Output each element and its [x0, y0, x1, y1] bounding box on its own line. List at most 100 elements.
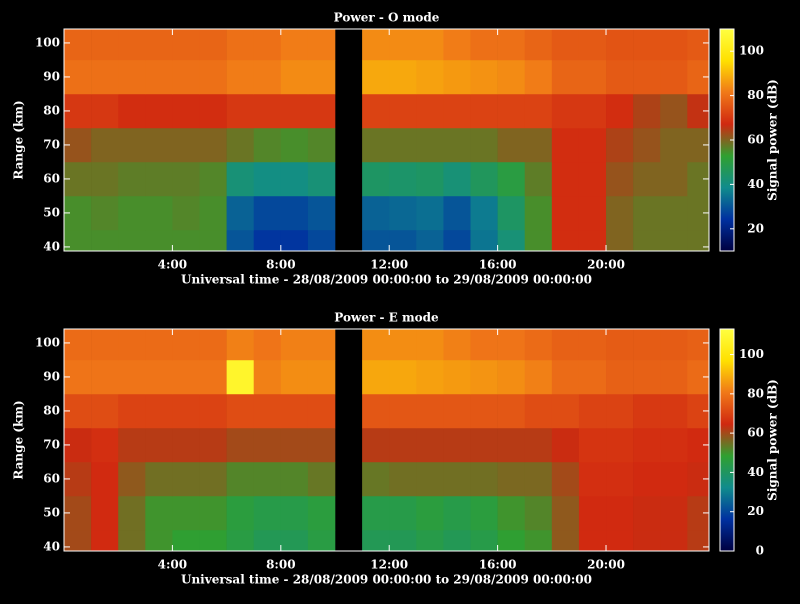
- colorbar-tick-label: 100: [739, 347, 764, 361]
- heatmap-cell: [280, 59, 309, 95]
- heatmap-cell: [633, 359, 661, 395]
- heatmap-cell: [91, 59, 119, 95]
- x-axis-label: Universal time - 28/08/2009 00:00:00 to …: [181, 573, 592, 587]
- heatmap-cell: [687, 461, 709, 497]
- heatmap-cell: [389, 93, 417, 129]
- heatmap-cell: [253, 495, 282, 531]
- heatmap-cell: [280, 29, 309, 61]
- heatmap-cell: [362, 161, 390, 197]
- heatmap-cell: [226, 329, 255, 361]
- heatmap-cell: [91, 29, 119, 61]
- heatmap-cell: [497, 127, 526, 163]
- y-tick-label: 50: [43, 505, 60, 519]
- heatmap-cell: [633, 329, 661, 361]
- heatmap-cell: [118, 59, 146, 95]
- heatmap-cell: [199, 359, 227, 395]
- heatmap-cell: [64, 229, 92, 251]
- heatmap-cell: [118, 229, 146, 251]
- x-tick-label: 20:00: [587, 258, 625, 272]
- colorbar-tick-label: 0: [756, 544, 764, 558]
- heatmap-cell: [606, 529, 634, 551]
- heatmap-cell: [470, 29, 498, 61]
- heatmap-cell: [606, 59, 634, 95]
- heatmap-cell: [253, 329, 282, 361]
- heatmap-cell: [633, 495, 661, 531]
- heatmap-cell: [226, 427, 255, 463]
- heatmap-cell: [524, 495, 553, 531]
- heatmap-cell: [551, 495, 580, 531]
- heatmap-cell: [199, 529, 227, 551]
- heatmap-cell: [253, 93, 282, 129]
- heatmap-cell: [633, 195, 661, 231]
- heatmap-cell: [362, 195, 390, 231]
- heatmap-cell: [145, 393, 173, 429]
- heatmap-cell: [416, 329, 444, 361]
- heatmap-cell: [145, 427, 173, 463]
- heatmap-cell: [606, 229, 634, 251]
- heatmap-cell: [578, 127, 607, 163]
- heatmap-cell: [633, 161, 661, 197]
- heatmap: [64, 329, 709, 551]
- heatmap-cell: [362, 495, 390, 531]
- y-tick-label: 80: [43, 403, 60, 417]
- heatmap-cell: [551, 229, 580, 251]
- heatmap-cell: [497, 93, 526, 129]
- heatmap-cell: [416, 127, 444, 163]
- heatmap-cell: [551, 59, 580, 95]
- x-tick-label: 12:00: [370, 558, 408, 572]
- heatmap-cell: [64, 529, 92, 551]
- heatmap-cell: [687, 393, 709, 429]
- heatmap-cell: [687, 161, 709, 197]
- heatmap-cell: [606, 195, 634, 231]
- heatmap-cell: [91, 495, 119, 531]
- heatmap-cell: [91, 329, 119, 361]
- heatmap-cell: [606, 29, 634, 61]
- heatmap-cell: [443, 93, 471, 129]
- heatmap-cell: [470, 529, 498, 551]
- heatmap-cell: [416, 93, 444, 129]
- heatmap-cell: [470, 127, 498, 163]
- heatmap-cell: [389, 127, 417, 163]
- heatmap-cell: [226, 59, 255, 95]
- heatmap-cell: [362, 29, 390, 61]
- y-tick-label: 90: [43, 369, 60, 383]
- x-tick-label: 16:00: [479, 258, 517, 272]
- y-tick-label: 40: [43, 539, 60, 553]
- heatmap-cell: [280, 359, 309, 395]
- heatmap-cell: [307, 329, 336, 361]
- colorbar-tick-label: 20: [747, 504, 764, 518]
- heatmap-cell: [524, 329, 553, 361]
- heatmap-cell: [64, 29, 92, 61]
- x-tick-label: 12:00: [370, 258, 408, 272]
- heatmap-cell: [687, 229, 709, 251]
- heatmap-cell: [199, 427, 227, 463]
- heatmap-cell: [172, 461, 200, 497]
- heatmap-cell: [172, 29, 200, 61]
- heatmap-cell: [524, 195, 553, 231]
- heatmap-cell: [524, 393, 553, 429]
- x-tick-label: 8:00: [266, 558, 295, 572]
- heatmap-cell: [145, 329, 173, 361]
- heatmap-cell: [145, 359, 173, 395]
- heatmap-cell: [253, 229, 282, 251]
- heatmap-cell: [470, 229, 498, 251]
- heatmap-cell: [416, 427, 444, 463]
- heatmap-cell: [606, 161, 634, 197]
- heatmap-cell: [118, 29, 146, 61]
- heatmap-cell: [118, 461, 146, 497]
- heatmap-cell: [660, 329, 688, 361]
- heatmap-cell: [497, 59, 526, 95]
- heatmap-cell: [280, 93, 309, 129]
- panel: Power - O mode 4:00 8:00 12:00 16:00 20:00Uni…: [12, 11, 780, 287]
- heatmap-cell: [687, 127, 709, 163]
- x-tick-label: 4:00: [158, 558, 187, 572]
- heatmap-cell: [280, 329, 309, 361]
- y-tick-label: 90: [43, 69, 60, 83]
- heatmap-cell: [253, 461, 282, 497]
- heatmap-cell: [145, 461, 173, 497]
- heatmap-cell: [687, 495, 709, 531]
- heatmap-cell: [389, 161, 417, 197]
- heatmap-cell: [172, 393, 200, 429]
- heatmap-cell: [307, 59, 336, 95]
- heatmap-cell: [199, 495, 227, 531]
